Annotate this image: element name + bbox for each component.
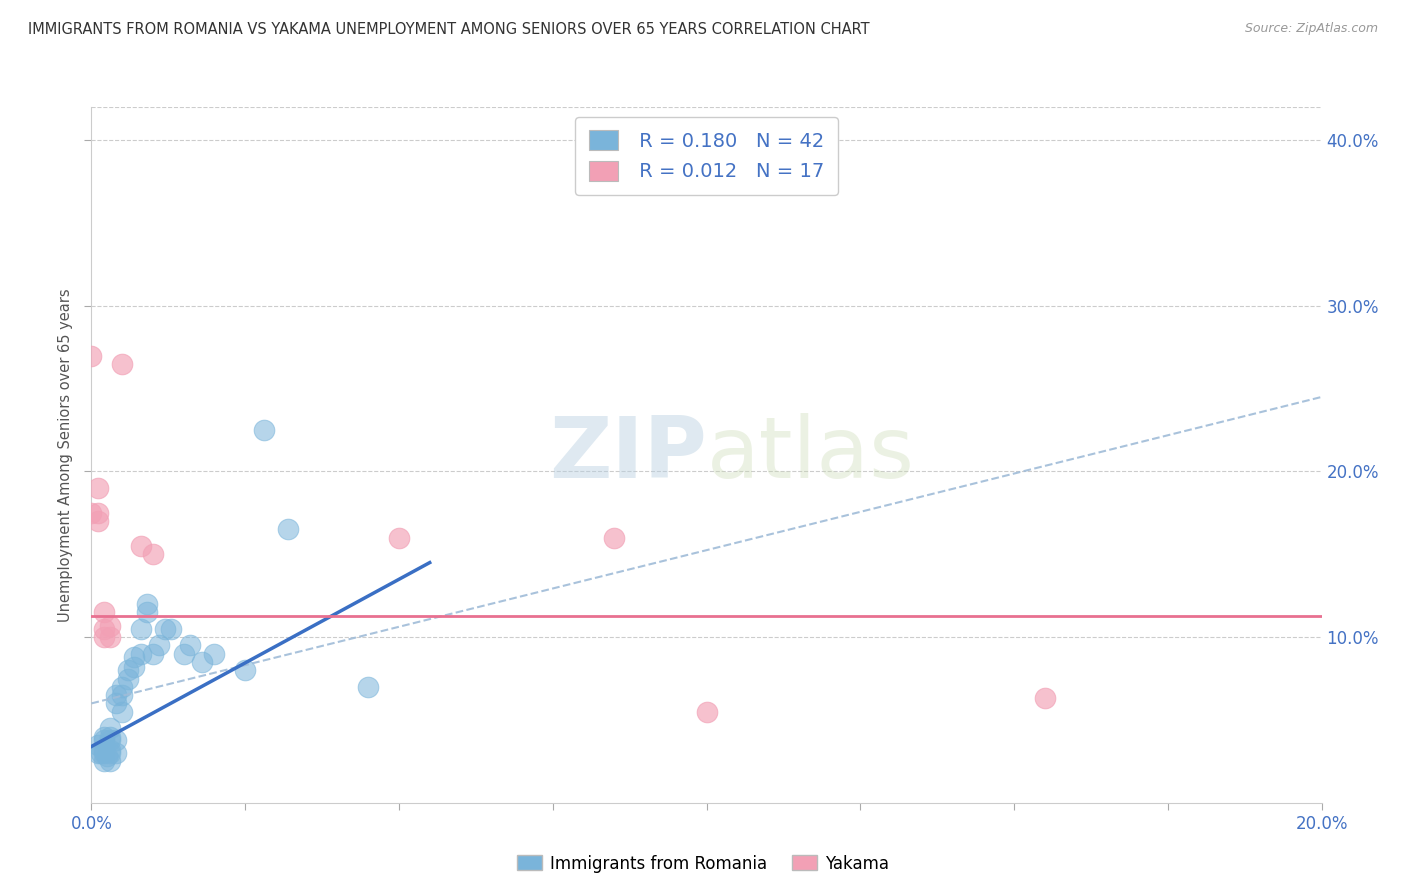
Point	[98, 721, 121, 735]
Point	[98, 630, 121, 644]
Point	[90, 746, 112, 760]
Point	[93, 730, 115, 744]
Point	[86, 506, 108, 520]
Point	[117, 672, 139, 686]
Text: ZIP: ZIP	[548, 413, 706, 497]
Point	[173, 647, 195, 661]
Point	[117, 663, 139, 677]
Y-axis label: Unemployment Among Seniors over 65 years: Unemployment Among Seniors over 65 years	[58, 288, 73, 622]
Point	[80, 349, 103, 363]
Point	[98, 730, 121, 744]
Point	[98, 746, 121, 760]
Point	[253, 423, 276, 437]
Point	[93, 630, 115, 644]
Point	[93, 732, 115, 747]
Point	[148, 639, 170, 653]
Point	[93, 605, 115, 619]
Point	[277, 523, 299, 537]
Point	[124, 650, 146, 665]
Point	[135, 605, 157, 619]
Point	[129, 647, 152, 661]
Point	[124, 660, 146, 674]
Point	[191, 655, 214, 669]
Point	[98, 618, 121, 632]
Point	[93, 622, 115, 636]
Point	[696, 705, 718, 719]
Point	[129, 622, 152, 636]
Point	[142, 647, 165, 661]
Point	[388, 531, 411, 545]
Point	[86, 738, 108, 752]
Point	[80, 506, 103, 520]
Point	[202, 647, 225, 661]
Point	[142, 547, 165, 561]
Point	[153, 622, 177, 636]
Point	[357, 680, 380, 694]
Point	[98, 755, 121, 769]
Point	[96, 749, 118, 764]
Point	[86, 481, 108, 495]
Point	[98, 743, 121, 757]
Point	[93, 746, 115, 760]
Point	[105, 697, 127, 711]
Point	[129, 539, 152, 553]
Point	[105, 746, 127, 760]
Point	[233, 663, 256, 677]
Legend:  R = 0.180   N = 42,  R = 0.012   N = 17: R = 0.180 N = 42, R = 0.012 N = 17	[575, 117, 838, 194]
Point	[86, 514, 108, 528]
Text: atlas: atlas	[706, 413, 914, 497]
Point	[98, 732, 121, 747]
Point	[603, 531, 626, 545]
Point	[111, 705, 134, 719]
Point	[111, 688, 134, 702]
Point	[111, 680, 134, 694]
Point	[111, 357, 134, 371]
Point	[179, 639, 201, 653]
Point	[160, 622, 183, 636]
Point	[86, 746, 108, 760]
Point	[1033, 691, 1056, 706]
Text: IMMIGRANTS FROM ROMANIA VS YAKAMA UNEMPLOYMENT AMONG SENIORS OVER 65 YEARS CORRE: IMMIGRANTS FROM ROMANIA VS YAKAMA UNEMPL…	[28, 22, 870, 37]
Point	[93, 743, 115, 757]
Point	[135, 597, 157, 611]
Text: Source: ZipAtlas.com: Source: ZipAtlas.com	[1244, 22, 1378, 36]
Point	[105, 732, 127, 747]
Point	[93, 755, 115, 769]
Legend: Immigrants from Romania, Yakama: Immigrants from Romania, Yakama	[510, 848, 896, 880]
Point	[105, 688, 127, 702]
